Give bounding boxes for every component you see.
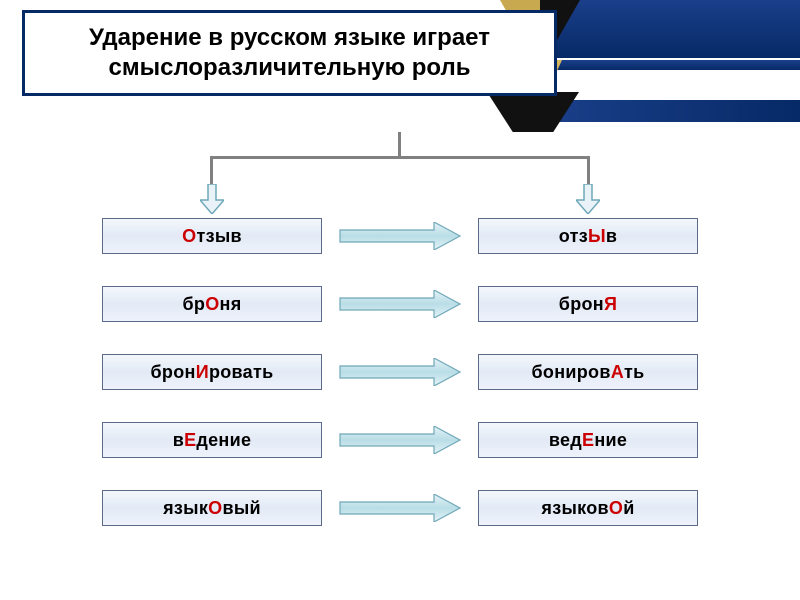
right-arrow-icon (338, 358, 462, 386)
word-box: бронЯ (478, 286, 698, 322)
tree-drop-right (587, 156, 590, 184)
word-post: вый (222, 498, 260, 519)
word-stress: А (611, 362, 624, 383)
word-stress: О (182, 226, 196, 247)
header-region: Ударение в русском языке играет смыслора… (0, 0, 800, 135)
tree-drop-left (210, 156, 213, 184)
word-box: ведЕние (478, 422, 698, 458)
down-arrow-icon (200, 184, 224, 214)
word-box: вЕдение (102, 422, 322, 458)
word-post: ние (594, 430, 627, 451)
left-column: Отзыв брОня бронИровать вЕдение языкОвый (102, 218, 322, 558)
word-box: Отзыв (102, 218, 322, 254)
word-stress: О (208, 498, 222, 519)
word-box: бонировАть (478, 354, 698, 390)
word-stress: Ы (588, 226, 606, 247)
word-stress: Е (184, 430, 196, 451)
word-post: тзыв (196, 226, 241, 247)
word-pre: брон (559, 294, 604, 315)
word-pre: брон (151, 362, 196, 383)
title-box: Ударение в русском языке играет смыслора… (22, 10, 557, 96)
word-box: отзЫв (478, 218, 698, 254)
word-post: ровать (209, 362, 274, 383)
word-stress: Я (604, 294, 617, 315)
right-arrow-icon (338, 290, 462, 318)
right-arrow-icon (338, 222, 462, 250)
title-line-1: Ударение в русском языке играет (41, 23, 538, 53)
word-post: й (623, 498, 634, 519)
word-post: дение (196, 430, 251, 451)
word-stress: О (609, 498, 623, 519)
word-post: ня (220, 294, 242, 315)
word-post: ть (624, 362, 644, 383)
tree-stem (398, 132, 401, 158)
word-box: языкОвый (102, 490, 322, 526)
down-arrow-icon (576, 184, 600, 214)
word-stress: О (205, 294, 219, 315)
word-pre: вед (549, 430, 582, 451)
right-column: отзЫв бронЯ бонировАть ведЕние языковОй (478, 218, 698, 558)
word-post: в (606, 226, 617, 247)
word-pre: в (173, 430, 184, 451)
word-pre: языков (541, 498, 608, 519)
word-box: брОня (102, 286, 322, 322)
word-stress: И (196, 362, 209, 383)
word-box: языковОй (478, 490, 698, 526)
right-arrow-icon (338, 494, 462, 522)
word-box: бронИровать (102, 354, 322, 390)
word-pre: бониров (531, 362, 610, 383)
right-arrow-icon (338, 426, 462, 454)
word-pre: язык (163, 498, 208, 519)
word-pre: отз (559, 226, 588, 247)
header-stripe-row (0, 100, 800, 122)
content-region: Отзыв брОня бронИровать вЕдение языкОвый… (0, 132, 800, 600)
word-stress: Е (582, 430, 594, 451)
title-line-2: смыслоразличительную роль (41, 53, 538, 83)
word-pre: бр (182, 294, 205, 315)
tree-branch (210, 156, 590, 159)
